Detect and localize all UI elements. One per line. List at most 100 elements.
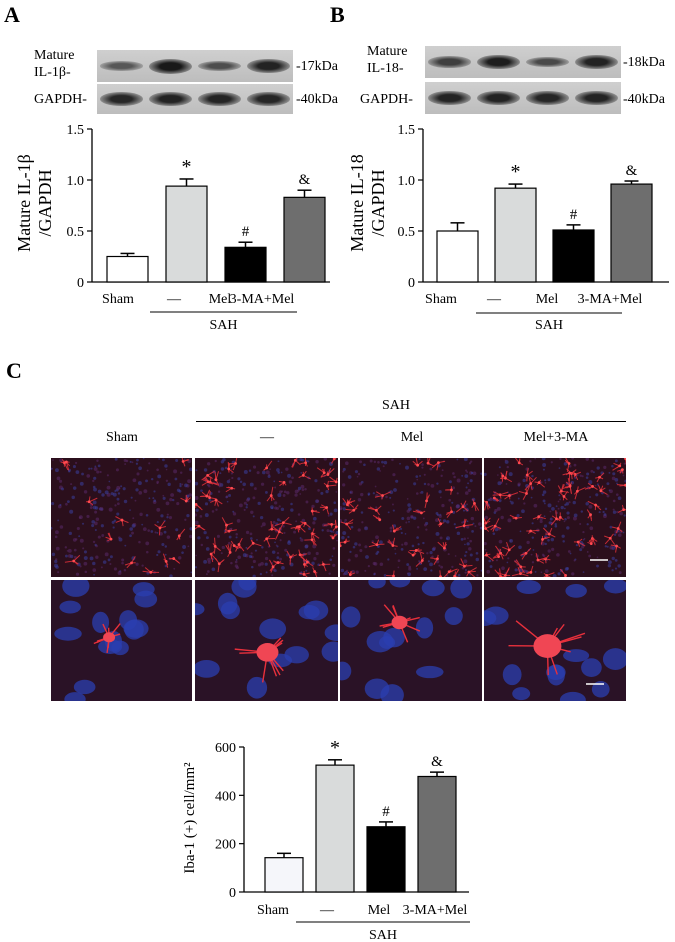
nucleus-dot <box>285 467 289 471</box>
nucleus-dot <box>418 458 421 461</box>
il18-band-1 <box>428 56 471 68</box>
bar <box>417 775 457 893</box>
nucleus-dot <box>242 553 247 558</box>
nucleus-dot <box>421 466 424 469</box>
nucleus-dot <box>564 518 567 521</box>
microglia-cell <box>64 460 68 464</box>
bar <box>106 255 149 283</box>
nucleus-dot <box>259 515 264 520</box>
microglia-process <box>427 458 429 464</box>
nucleus-dot <box>99 470 102 474</box>
nucleus-dot <box>468 547 472 551</box>
microglia-cell <box>325 506 329 509</box>
nucleus-dot <box>90 467 93 470</box>
significance-marker: & <box>431 754 443 770</box>
nucleus-dot <box>188 493 192 497</box>
nucleus-dot <box>165 479 169 482</box>
nucleus-dot <box>176 501 180 506</box>
nucleus-dot <box>243 501 247 505</box>
nucleus-dot <box>562 540 565 543</box>
nucleus-dot <box>187 500 190 503</box>
nucleus-dot <box>299 493 302 495</box>
nucleus <box>341 606 361 628</box>
nucleus-dot <box>563 520 566 523</box>
nucleus-dot <box>317 489 320 492</box>
nucleus-dot <box>123 499 128 504</box>
microglia-cell <box>615 544 618 548</box>
nucleus-dot <box>186 494 190 498</box>
nucleus-dot <box>270 505 274 509</box>
micrograph-sham-high <box>51 580 192 701</box>
nucleus-dot <box>252 515 255 518</box>
nucleus-dot <box>446 520 450 524</box>
gapdh-a-band-1 <box>100 92 143 106</box>
nucleus-dot <box>579 474 582 477</box>
nucleus-dot <box>101 534 105 537</box>
nucleus-dot <box>320 491 324 495</box>
nucleus-dot <box>100 524 104 528</box>
nucleus-dot <box>291 476 294 480</box>
category-label: 3-MA+Mel <box>230 292 295 307</box>
nucleus-dot <box>340 506 343 510</box>
nucleus-dot <box>165 501 170 506</box>
microglia-process <box>574 491 578 500</box>
nucleus-dot <box>417 543 420 546</box>
microglia-process <box>514 458 520 464</box>
y-tick-label: 1.0 <box>398 174 416 189</box>
nucleus-dot <box>312 516 317 521</box>
nucleus-dot <box>541 493 545 497</box>
microglia-cell <box>517 461 521 465</box>
nucleus-dot <box>92 540 96 544</box>
nucleus-dot <box>579 522 582 525</box>
nucleus-dot <box>532 549 535 551</box>
microglia-cell <box>414 549 418 552</box>
nucleus-dot <box>543 515 546 518</box>
nucleus-dot <box>92 561 96 566</box>
gapdh-a-band-4 <box>247 92 290 106</box>
nucleus-dot <box>260 561 264 566</box>
microglia-process <box>468 567 477 573</box>
nucleus-dot <box>228 541 231 545</box>
nucleus-dot <box>92 479 95 483</box>
nucleus-dot <box>392 509 395 512</box>
microglia-cell <box>450 510 453 514</box>
nucleus-dot <box>612 472 616 476</box>
nucleus-dot <box>150 477 154 481</box>
nucleus-dot <box>582 530 585 534</box>
significance-marker: # <box>382 804 390 820</box>
nucleus-dot <box>347 475 352 479</box>
y-axis-label: Mature IL-18/GAPDH <box>347 154 388 251</box>
nucleus-dot <box>544 479 547 482</box>
nucleus-dot <box>340 568 345 573</box>
nucleus-dot <box>554 524 558 528</box>
nucleus-dot <box>349 550 352 553</box>
nucleus-dot <box>156 521 159 524</box>
nucleus-dot <box>341 535 345 540</box>
nucleus-dot <box>164 464 168 468</box>
nucleus-dot <box>216 534 220 538</box>
microglia-cell <box>234 462 237 465</box>
nucleus-dot <box>195 481 199 486</box>
significance-marker: & <box>299 172 311 188</box>
nucleus-dot <box>344 461 349 466</box>
nucleus-dot <box>203 530 207 535</box>
nucleus-dot <box>257 501 261 506</box>
nucleus-dot <box>230 468 233 471</box>
micrograph-sah-high <box>195 580 338 701</box>
microglia-process <box>178 528 186 537</box>
nucleus-dot <box>305 500 309 504</box>
nucleus-dot <box>195 520 199 525</box>
micro-col-mel-3ma: Mel+3-MA <box>523 430 589 445</box>
nucleus-dot <box>469 539 473 543</box>
nucleus-dot <box>352 545 356 549</box>
nucleus-dot <box>438 490 442 494</box>
nucleus-dot <box>54 559 58 564</box>
nucleus-dot <box>256 471 260 475</box>
nucleus-dot <box>347 558 351 562</box>
significance-marker: * <box>330 737 340 759</box>
nucleus-dot <box>394 552 397 555</box>
microglia-process <box>561 485 571 490</box>
microglia-cell <box>197 524 201 528</box>
microglia-process <box>266 460 273 469</box>
microglia-process <box>246 542 254 550</box>
